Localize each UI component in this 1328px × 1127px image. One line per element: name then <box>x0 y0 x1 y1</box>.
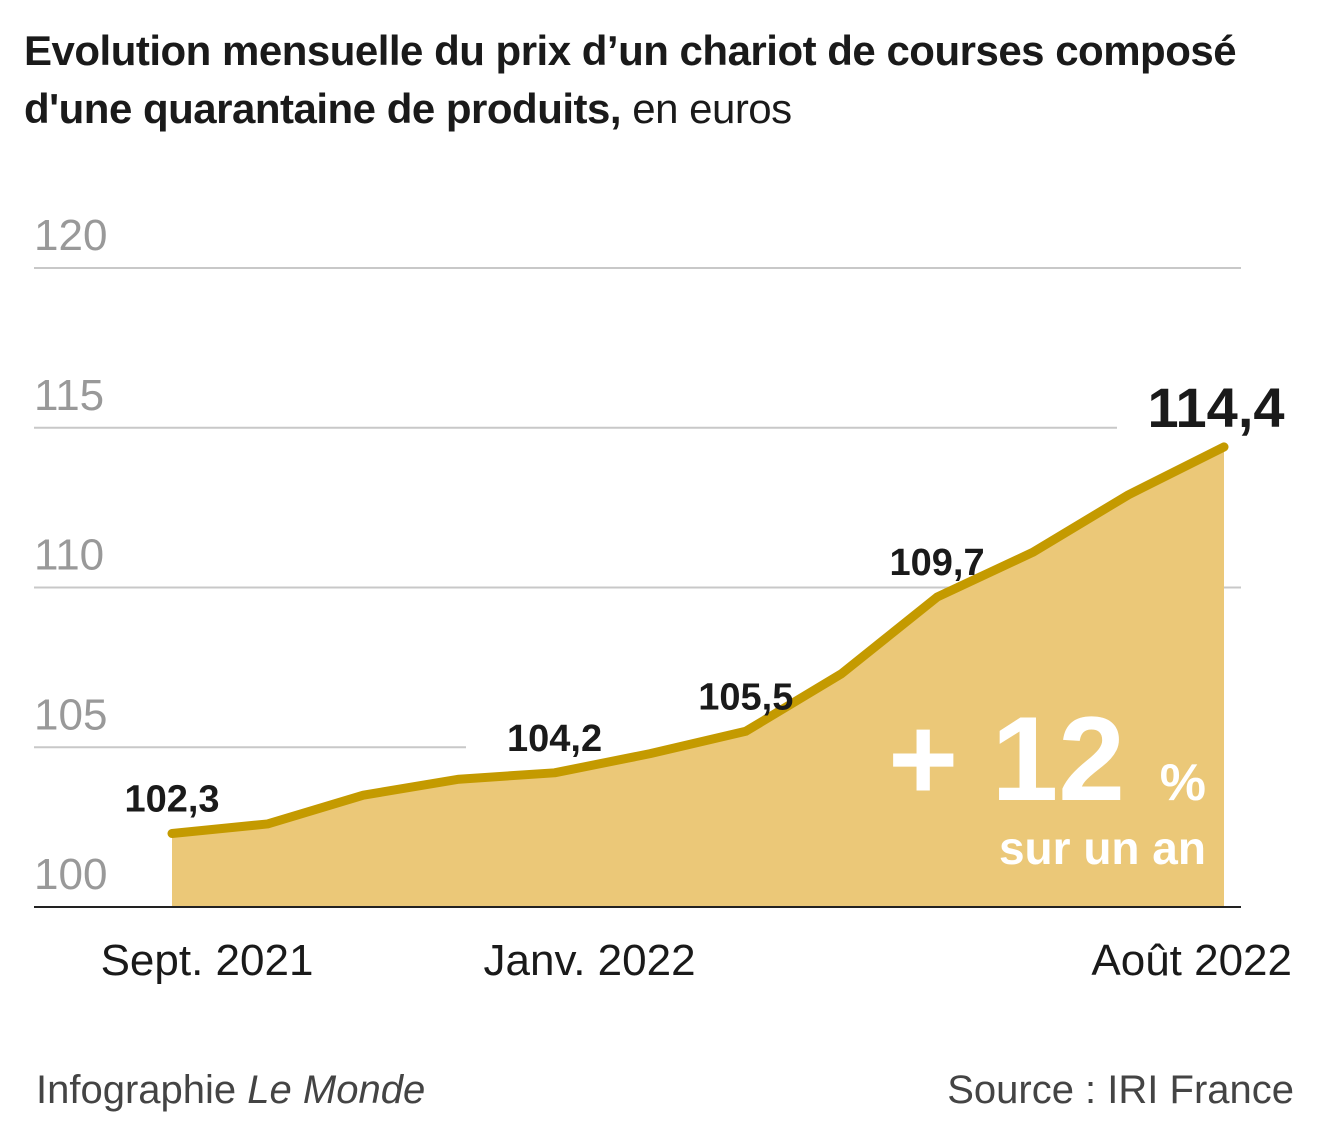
annotation-big: + 12 <box>888 692 1125 826</box>
data-label: 114,4 <box>1147 376 1284 439</box>
y-tick-label: 115 <box>34 371 104 420</box>
y-tick-label: 120 <box>34 211 107 260</box>
credit-brand: Le Monde <box>247 1068 425 1112</box>
x-tick-label: Août 2022 <box>1091 936 1292 985</box>
data-label: 109,7 <box>890 542 985 584</box>
annotation-unit: % <box>1160 754 1206 812</box>
y-tick-label: 110 <box>34 531 104 580</box>
credit-prefix: Infographie <box>36 1068 247 1112</box>
credit: Infographie Le Monde <box>36 1068 425 1112</box>
data-point <box>649 752 652 755</box>
data-point <box>1127 493 1130 496</box>
data-point <box>744 730 747 733</box>
data-point <box>840 672 843 675</box>
x-tick-label: Janv. 2022 <box>484 936 696 985</box>
title-text: Evolution mensuelle du prix d’un chariot… <box>24 27 1237 132</box>
data-point <box>553 771 556 774</box>
data-point <box>1223 445 1225 448</box>
data-point <box>266 822 269 825</box>
annotation-sub: sur un an <box>999 822 1206 874</box>
x-tick-label: Sept. 2021 <box>101 936 314 985</box>
area-fill <box>172 446 1224 907</box>
data-label: 105,5 <box>698 676 793 718</box>
data-point <box>936 596 939 599</box>
y-tick-label: 105 <box>34 690 107 739</box>
title-unit: en euros <box>632 85 792 132</box>
series-line <box>167 442 1229 839</box>
data-label: 102,3 <box>124 779 219 821</box>
data-point <box>171 832 173 835</box>
chart-title: Evolution mensuelle du prix d’un chariot… <box>24 22 1328 138</box>
data-point <box>1031 551 1034 554</box>
data-label: 104,2 <box>507 718 602 760</box>
data-point <box>362 794 365 797</box>
y-tick-label: 100 <box>34 850 107 899</box>
source: Source : IRI France <box>947 1068 1294 1112</box>
data-point <box>457 778 460 781</box>
